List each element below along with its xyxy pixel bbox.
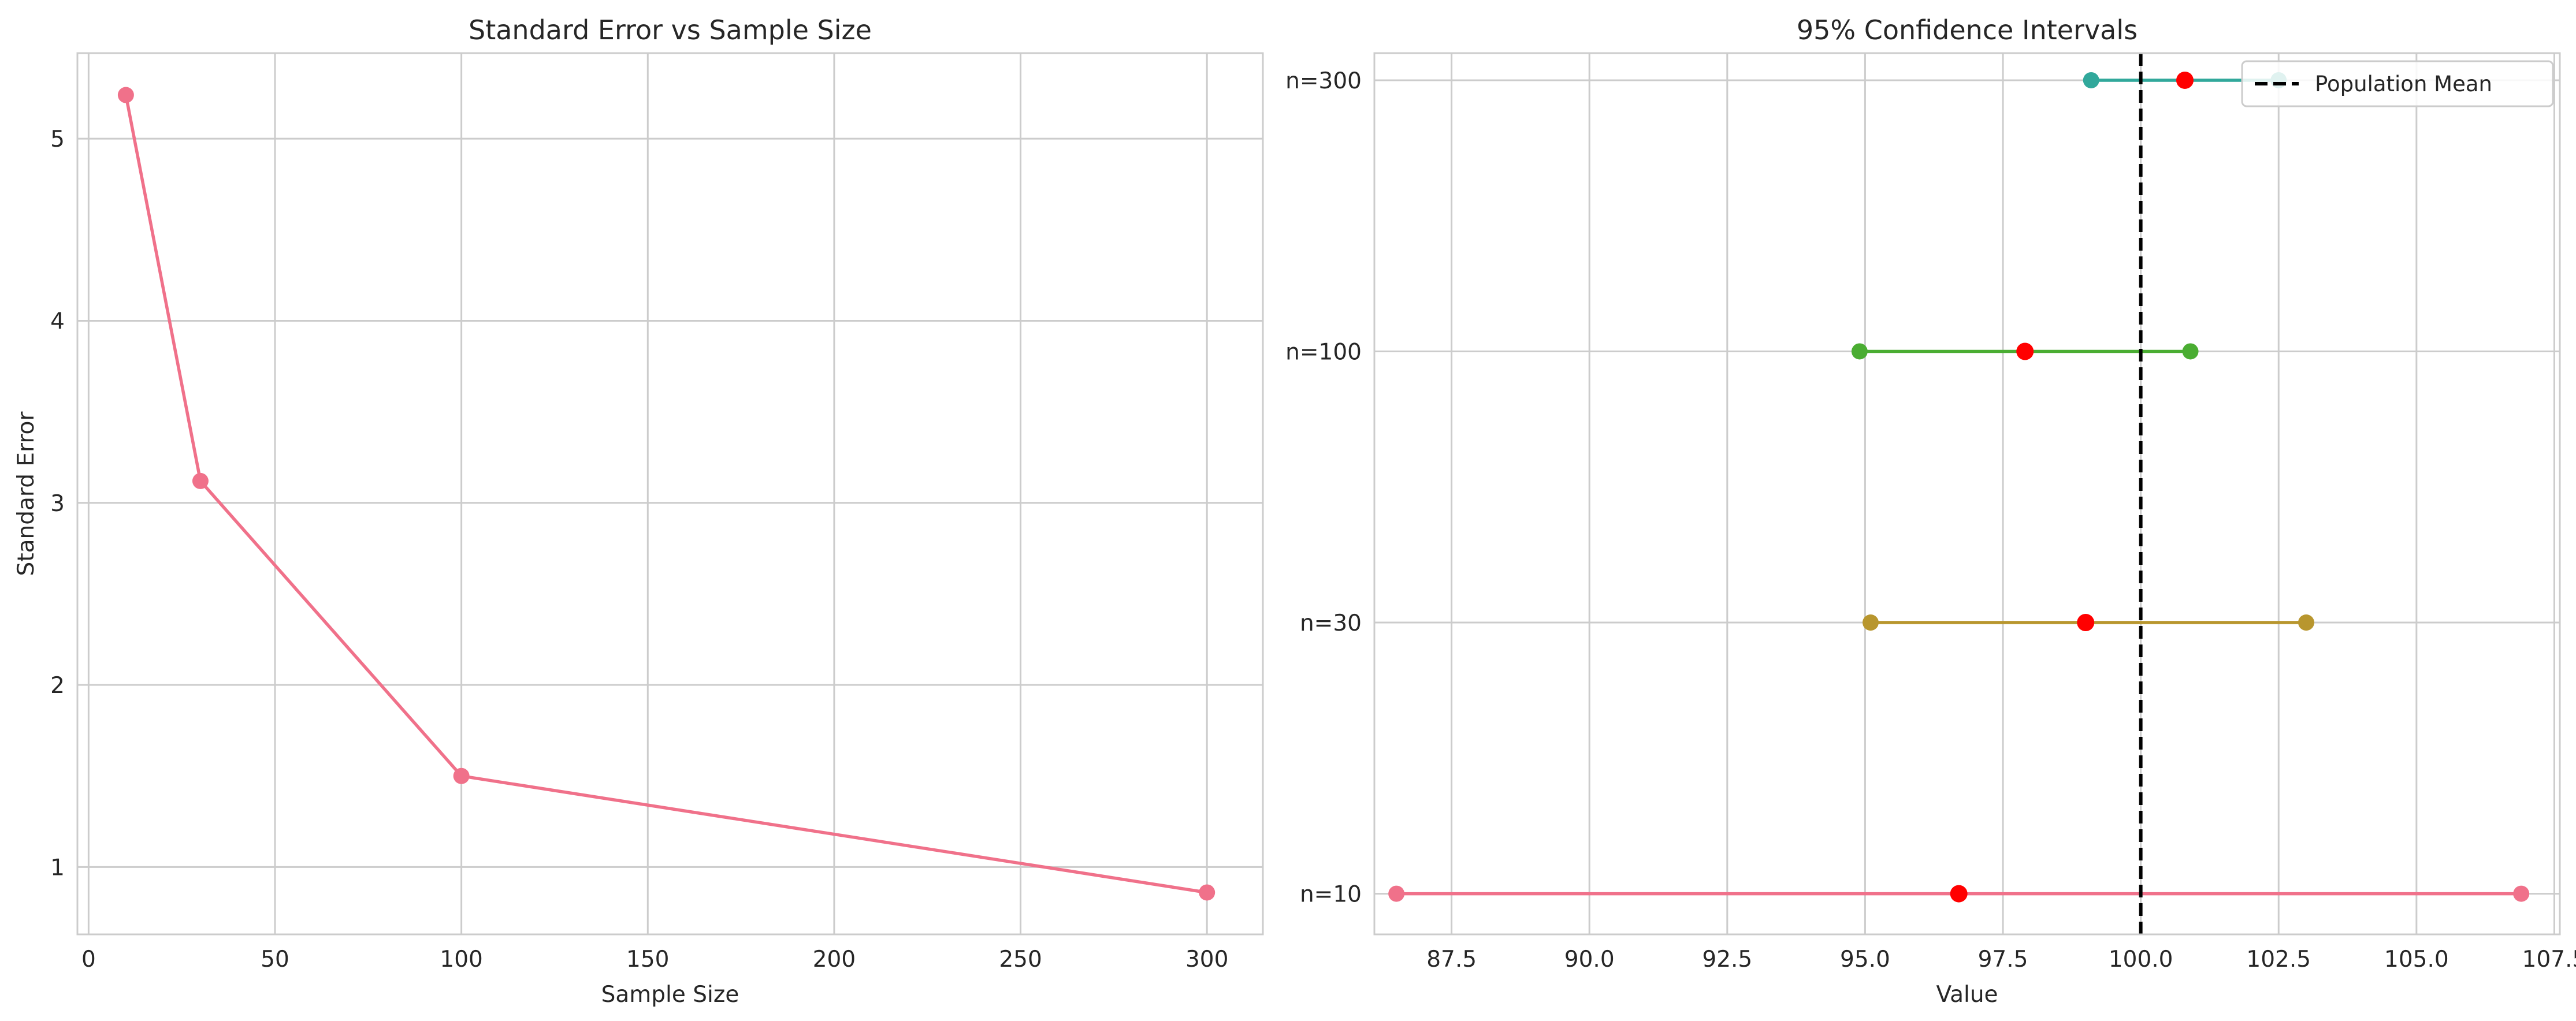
left-y-tick-label: 3 — [50, 491, 65, 517]
left-x-tick-label: 50 — [261, 947, 289, 972]
left-series-point — [192, 472, 209, 489]
legend: Population Mean — [2241, 60, 2554, 107]
sample-mean-point — [2077, 614, 2095, 632]
right-x-tick-label: 90.0 — [1564, 947, 1615, 972]
left-series-point — [1199, 884, 1215, 901]
interval-lower-point — [1862, 614, 1879, 631]
right-x-tick-label: 100.0 — [2109, 947, 2173, 972]
sample-mean-point — [1950, 885, 1968, 903]
right-axes-frame — [1373, 52, 2561, 936]
left-x-tick-labels: 0 50 100 150 200 250 300 — [81, 947, 1228, 972]
left-series-point — [117, 87, 134, 103]
right-x-tick-label: 92.5 — [1702, 947, 1752, 972]
right-grid — [1374, 53, 2560, 934]
interval-lower-point — [2083, 72, 2099, 88]
right-x-tick-label: 95.0 — [1840, 947, 1890, 972]
sample-mean-point — [2176, 71, 2194, 89]
left-x-tick-label: 100 — [440, 947, 482, 972]
right-x-tick-label: 105.0 — [2384, 947, 2449, 972]
left-x-tick-label: 0 — [81, 947, 96, 972]
left-series — [117, 87, 1215, 901]
left-y-tick-label: 4 — [50, 308, 65, 334]
left-y-tick-labels: 1 2 3 4 5 — [50, 126, 65, 881]
interval-upper-point — [2513, 885, 2530, 902]
right-chart-title: 95% Confidence Intervals — [1797, 14, 2138, 46]
left-x-tick-label: 150 — [626, 947, 669, 972]
left-axes-frame — [76, 52, 1264, 936]
interval-upper-point — [2182, 343, 2199, 360]
right-y-tick-label: n=10 — [1300, 882, 1362, 908]
left-y-tick-label: 1 — [50, 855, 65, 881]
left-series-line — [124, 94, 1207, 895]
left-y-axis-label: Standard Error — [13, 411, 39, 576]
left-grid — [77, 53, 1263, 934]
left-x-tick-label: 250 — [999, 947, 1042, 972]
confidence-intervals-chart: 87.5 90.0 92.5 95.0 97.5 100.0 102.5 105.0 107.5… — [1285, 14, 2576, 1008]
legend-box — [2241, 60, 2554, 107]
interval-upper-point — [2298, 614, 2314, 631]
left-y-tick-label: 2 — [50, 673, 65, 699]
left-x-tick-label: 200 — [813, 947, 856, 972]
left-chart-title: Standard Error vs Sample Size — [469, 14, 872, 46]
right-x-tick-label: 107.5 — [2522, 947, 2576, 972]
right-intervals — [1388, 71, 2530, 903]
standard-error-chart: 0 50 100 150 200 250 300 1 2 3 4 5 Standard Error … — [13, 14, 1264, 1008]
legend-label-population-mean: Population Mean — [2315, 72, 2492, 96]
right-x-tick-labels: 87.5 90.0 92.5 95.0 97.5 100.0 102.5 105.0 107.5 — [1426, 947, 2576, 972]
right-x-tick-label: 87.5 — [1426, 947, 1477, 972]
right-x-tick-label: 97.5 — [1978, 947, 2028, 972]
right-y-tick-label: n=100 — [1285, 339, 1362, 365]
left-y-tick-label: 5 — [50, 126, 65, 152]
right-x-tick-label: 102.5 — [2246, 947, 2311, 972]
left-series-point — [453, 767, 470, 784]
right-y-tick-label: n=30 — [1300, 610, 1362, 636]
right-x-axis-label: Value — [1936, 982, 1998, 1008]
left-x-axis-label: Sample Size — [601, 982, 739, 1008]
interval-lower-point — [1851, 343, 1868, 360]
right-y-tick-labels: n=10 n=30 n=100 n=300 — [1285, 68, 1362, 908]
interval-lower-point — [1388, 885, 1405, 902]
right-y-tick-label: n=300 — [1285, 68, 1362, 94]
sample-mean-point — [2016, 342, 2034, 360]
left-x-tick-label: 300 — [1185, 947, 1228, 972]
